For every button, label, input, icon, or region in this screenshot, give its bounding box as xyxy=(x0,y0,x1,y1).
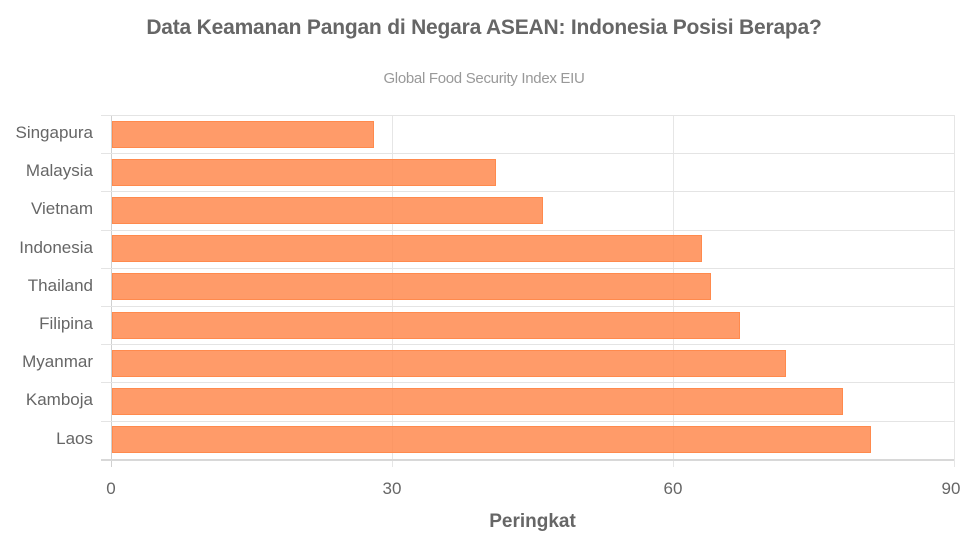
bar-indonesia[interactable] xyxy=(112,235,703,263)
bar-thailand[interactable] xyxy=(112,273,712,301)
h-gridline xyxy=(101,344,954,346)
bar-vietnam[interactable] xyxy=(112,196,543,224)
x-tick-0: 0 xyxy=(106,479,116,498)
x-tick-90: 90 xyxy=(941,479,961,498)
category-label: Malaysia xyxy=(25,161,93,181)
x-tick-30: 30 xyxy=(382,479,402,498)
h-gridline xyxy=(101,153,954,155)
bar-singapura[interactable] xyxy=(112,120,375,148)
v-gridline xyxy=(954,115,955,467)
h-gridline xyxy=(101,306,954,307)
plot-area xyxy=(101,115,955,467)
chart-title: Data Keamanan Pangan di Negara ASEAN: In… xyxy=(146,16,822,39)
x-axis-line xyxy=(101,458,954,461)
bar-kamboja[interactable] xyxy=(112,387,843,415)
bar-malaysia[interactable] xyxy=(112,158,497,186)
h-gridline xyxy=(101,267,954,269)
h-gridline xyxy=(101,115,954,116)
bar-myanmar[interactable] xyxy=(112,349,787,377)
category-label: Kamboja xyxy=(25,390,93,410)
h-gridline xyxy=(101,420,954,422)
category-label: Vietnam xyxy=(30,199,93,219)
h-gridline xyxy=(101,229,954,231)
chart-subtitle: Global Food Security Index EIU xyxy=(383,70,585,87)
bar-filipina[interactable] xyxy=(112,311,740,339)
category-label: Myanmar xyxy=(22,352,93,372)
h-gridline xyxy=(101,382,954,384)
v-gridline xyxy=(111,115,112,467)
category-label: Indonesia xyxy=(19,237,93,257)
x-axis-label: Peringkat xyxy=(489,511,576,532)
x-tick-60: 60 xyxy=(663,479,683,498)
category-label: Filipina xyxy=(39,314,93,333)
category-label: Singapura xyxy=(15,123,93,142)
h-gridline xyxy=(101,191,954,193)
category-label: Thailand xyxy=(27,275,93,295)
bar-laos[interactable] xyxy=(112,426,871,454)
category-label: Laos xyxy=(56,428,93,448)
